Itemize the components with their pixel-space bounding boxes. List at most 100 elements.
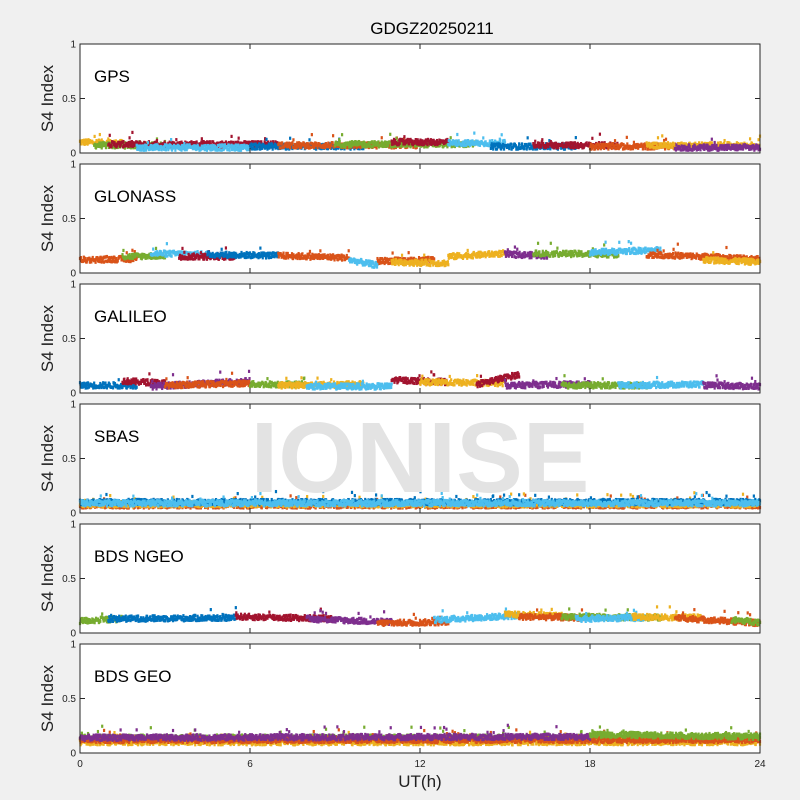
data-point	[391, 140, 395, 144]
data-point	[221, 143, 225, 147]
data-point	[302, 141, 305, 145]
data-point	[94, 146, 98, 150]
data-point	[608, 145, 611, 149]
data-point	[220, 247, 223, 251]
data-point	[692, 147, 695, 151]
data-point	[499, 143, 502, 147]
data-point	[195, 145, 198, 149]
data-point	[671, 145, 674, 149]
data-point	[289, 136, 292, 140]
data-point	[169, 143, 172, 148]
data-point	[571, 141, 574, 145]
data-point	[659, 145, 662, 149]
data-point	[338, 138, 341, 142]
data-point	[145, 148, 148, 152]
data-point	[209, 252, 212, 256]
data-point	[289, 146, 292, 150]
data-point	[519, 146, 523, 150]
data-point	[749, 143, 752, 147]
data-point	[264, 256, 268, 260]
data-point	[186, 143, 189, 147]
data-point	[407, 138, 410, 142]
data-point	[293, 142, 296, 147]
data-point	[386, 144, 389, 148]
data-point	[553, 253, 557, 258]
data-point	[107, 137, 110, 141]
data-point	[220, 253, 223, 257]
data-point	[332, 134, 335, 138]
data-point	[290, 254, 293, 258]
data-point	[204, 254, 208, 258]
data-point	[607, 142, 610, 146]
data-point	[286, 251, 289, 256]
data-point	[697, 141, 701, 145]
data-point	[350, 140, 354, 144]
data-point	[310, 133, 313, 137]
data-point	[526, 136, 529, 140]
data-point	[402, 139, 406, 144]
data-point	[724, 143, 728, 148]
data-point	[363, 141, 366, 145]
data-point	[414, 139, 417, 143]
data-point	[180, 148, 183, 152]
data-point	[545, 256, 549, 260]
data-point	[79, 256, 83, 260]
data-point	[461, 140, 465, 144]
data-point	[144, 146, 147, 150]
data-point	[209, 148, 212, 152]
data-point	[756, 144, 759, 148]
data-point	[682, 142, 686, 146]
data-point	[577, 145, 580, 150]
data-point	[598, 132, 602, 136]
data-point	[276, 144, 279, 149]
data-point	[612, 142, 615, 146]
data-point	[234, 143, 237, 147]
data-point	[371, 145, 374, 149]
data-point	[233, 254, 236, 259]
data-point	[737, 142, 740, 146]
data-point	[644, 147, 647, 151]
data-point	[753, 148, 756, 152]
data-point	[466, 248, 469, 253]
data-point	[116, 259, 119, 263]
data-point	[715, 143, 718, 148]
data-point	[133, 143, 136, 148]
data-point	[434, 142, 437, 147]
data-point	[144, 141, 147, 145]
data-point	[411, 260, 414, 264]
data-point	[310, 254, 313, 259]
data-point	[640, 142, 643, 146]
data-point	[533, 143, 536, 147]
data-point	[131, 130, 134, 135]
data-point	[499, 138, 502, 143]
data-point	[333, 144, 337, 148]
data-point	[422, 260, 425, 264]
data-point	[404, 257, 407, 261]
data-point	[112, 259, 115, 263]
data-point	[451, 139, 455, 143]
data-point	[281, 141, 284, 145]
data-point	[506, 251, 509, 256]
data-point	[550, 141, 553, 145]
data-point	[260, 251, 263, 255]
data-point	[573, 141, 576, 145]
data-point	[202, 146, 205, 150]
data-point	[155, 147, 158, 151]
data-point	[637, 146, 640, 150]
data-point	[285, 254, 288, 258]
data-point	[455, 139, 458, 143]
data-point	[154, 246, 158, 250]
data-point	[273, 144, 276, 148]
data-point	[487, 144, 491, 148]
data-point	[429, 138, 432, 142]
data-point	[307, 255, 310, 259]
data-point	[208, 144, 211, 148]
data-point	[136, 147, 139, 151]
data-point	[367, 263, 371, 268]
data-point	[710, 148, 713, 152]
data-point	[454, 141, 457, 146]
data-point	[252, 147, 255, 151]
data-point	[380, 140, 383, 144]
data-point	[355, 146, 358, 150]
data-point	[131, 144, 134, 148]
